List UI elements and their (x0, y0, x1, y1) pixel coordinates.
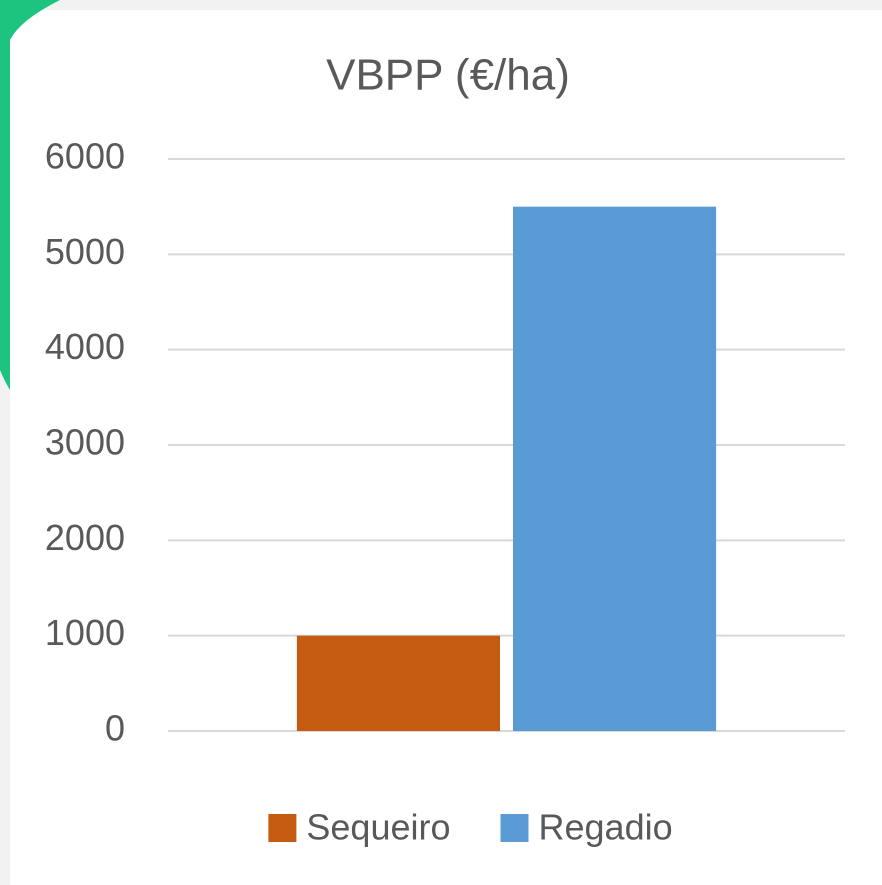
chart-area (10, 10, 882, 885)
y-tick-label: 4000 (45, 326, 125, 367)
bar (296, 635, 500, 731)
y-tick-label: 3000 (45, 422, 125, 463)
y-tick-label: 2000 (45, 517, 125, 558)
legend-swatch (500, 814, 529, 842)
legend-swatch (268, 814, 297, 842)
legend-label: Sequeiro (306, 807, 450, 848)
chart-title: VBPP (€/ha) (326, 51, 570, 100)
y-tick-label: 5000 (45, 231, 125, 272)
legend-label: Regadio (539, 807, 673, 848)
y-tick-label: 0 (105, 708, 125, 749)
y-tick-label: 1000 (45, 612, 125, 653)
decorative-arc (0, 0, 60, 390)
bar (513, 206, 717, 731)
y-tick-label: 6000 (45, 136, 125, 177)
